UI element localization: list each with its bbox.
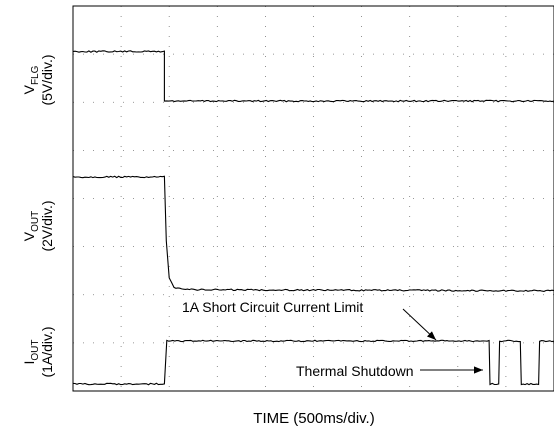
thermal-shutdown-annotation: Thermal Shutdown	[296, 363, 414, 379]
vflg-trace	[72, 50, 554, 103]
scope-traces	[72, 50, 554, 386]
vout-scale-label: (2V/div.)	[39, 200, 55, 251]
annotation-bg-2	[292, 362, 420, 380]
short-circuit-annotation: 1A Short Circuit Current Limit	[182, 299, 363, 315]
iout-trace	[72, 339, 554, 386]
x-axis-label: TIME (500ms/div.)	[253, 410, 374, 427]
iout-label: IOUT	[21, 340, 41, 365]
vflg-scale-label: (5V/div.)	[39, 54, 55, 105]
annotation-bg	[178, 298, 406, 316]
vout-trace	[72, 175, 554, 292]
vout-label: VOUT	[21, 211, 41, 241]
plot-frame	[72, 5, 554, 392]
iout-scale-label: (1A/div.)	[39, 326, 55, 377]
scope-grid	[73, 6, 554, 391]
short-circuit-arrow	[402, 308, 437, 341]
vflg-label: VFLG	[21, 65, 41, 94]
